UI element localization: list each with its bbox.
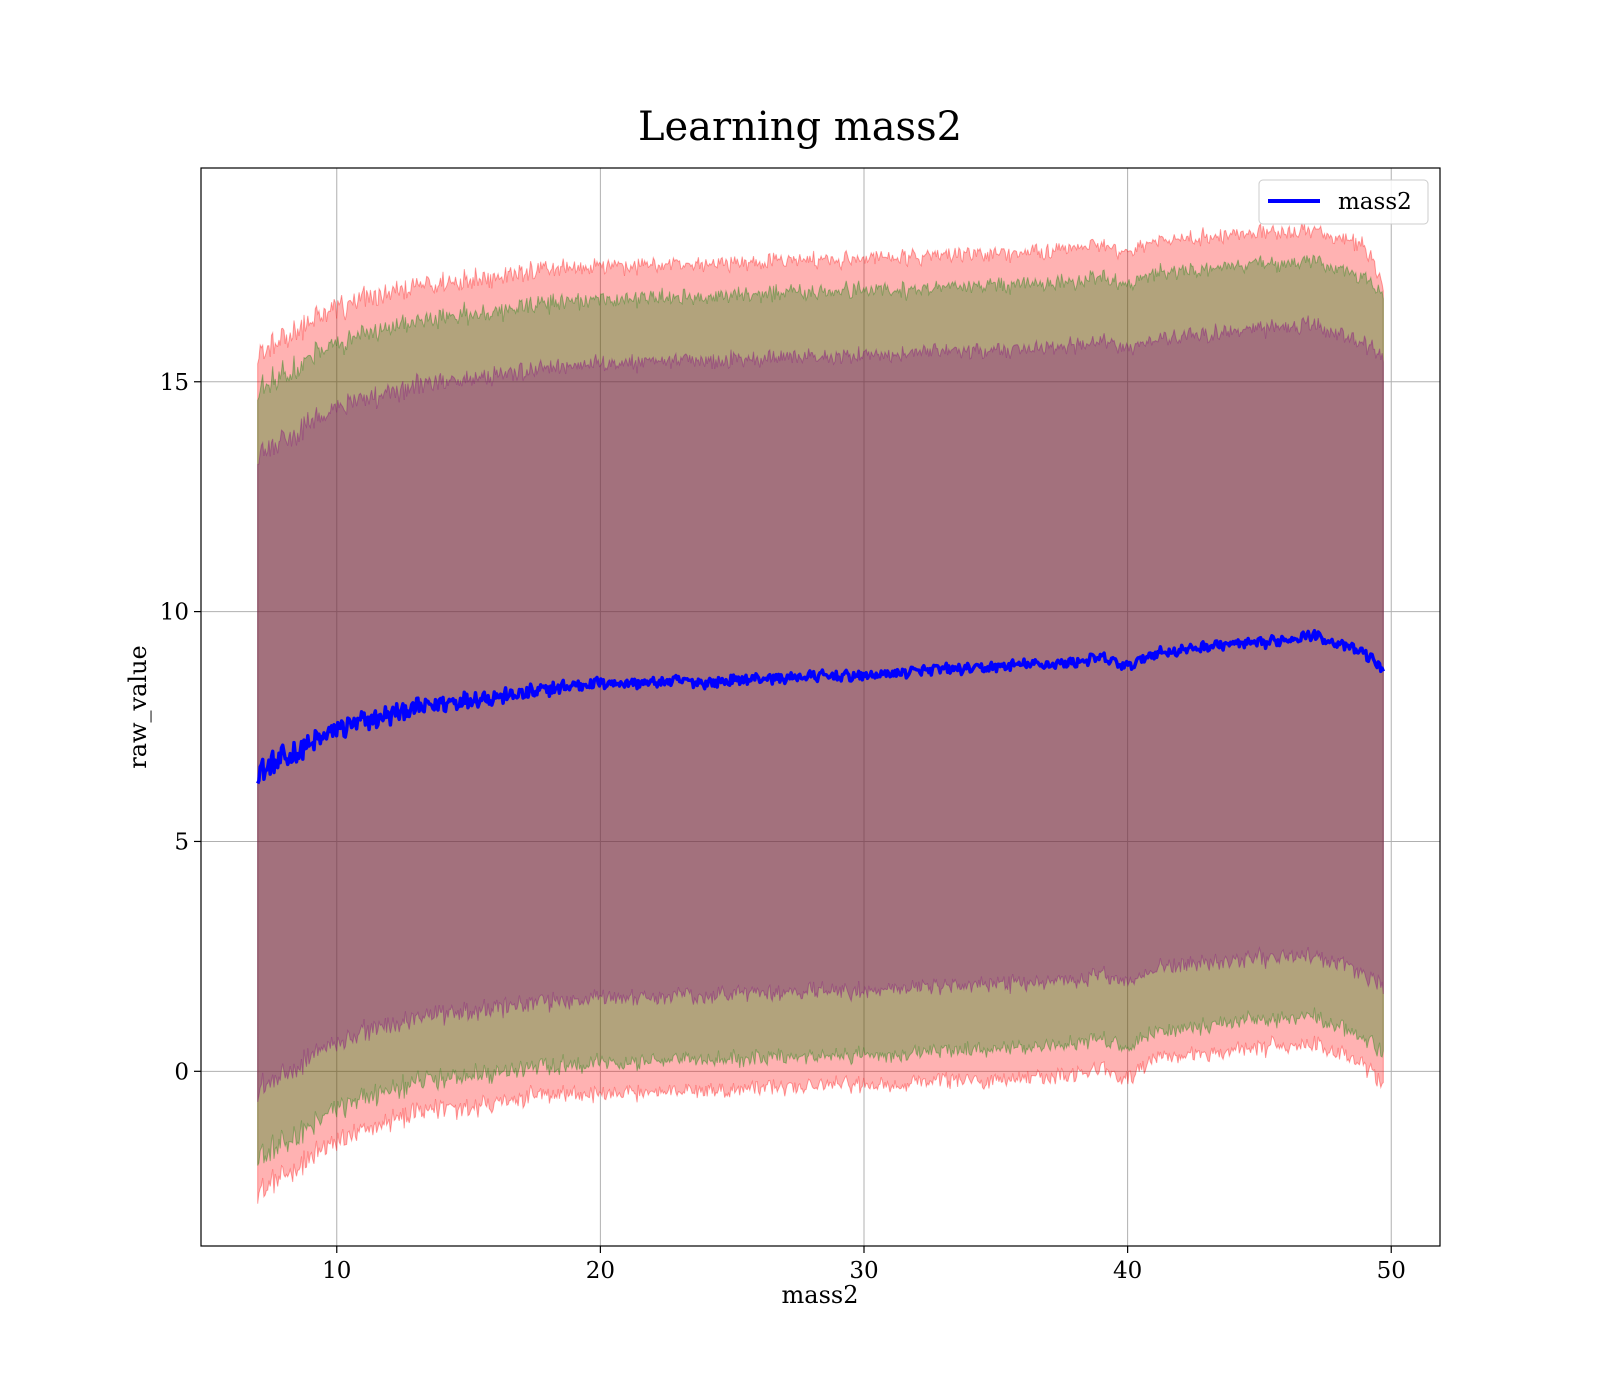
mean-line-mass2 <box>256 628 1385 785</box>
chart-title: Learning mass2 <box>638 104 962 150</box>
y-tick-label: 5 <box>174 829 189 855</box>
x-tick-label: 10 <box>322 1258 351 1284</box>
grid <box>201 168 1440 1246</box>
y-tick-label: 15 <box>160 370 189 396</box>
x-tick-label: 40 <box>1113 1258 1142 1284</box>
axis-ticks: 10 20 30 40 50 0 5 10 15 <box>160 370 1406 1284</box>
confidence-band <box>257 315 1384 1102</box>
x-tick-label: 50 <box>1377 1258 1406 1284</box>
mean-line-layer <box>256 628 1385 785</box>
y-tick-label: 0 <box>174 1059 189 1085</box>
x-tick-label: 20 <box>586 1258 615 1284</box>
confidence-band <box>257 222 1384 1204</box>
plot-frame <box>200 167 1441 1247</box>
legend-label-mass2: mass2 <box>1338 189 1412 215</box>
confidence-band <box>257 254 1384 1166</box>
confidence-bands <box>257 222 1384 1204</box>
legend: mass2 <box>1258 179 1429 225</box>
x-axis-label: mass2 <box>782 1281 859 1309</box>
legend-box <box>1258 179 1429 225</box>
y-axis-label: raw_value <box>124 645 152 769</box>
y-tick-label: 10 <box>160 600 189 626</box>
x-tick-label: 30 <box>849 1258 878 1284</box>
